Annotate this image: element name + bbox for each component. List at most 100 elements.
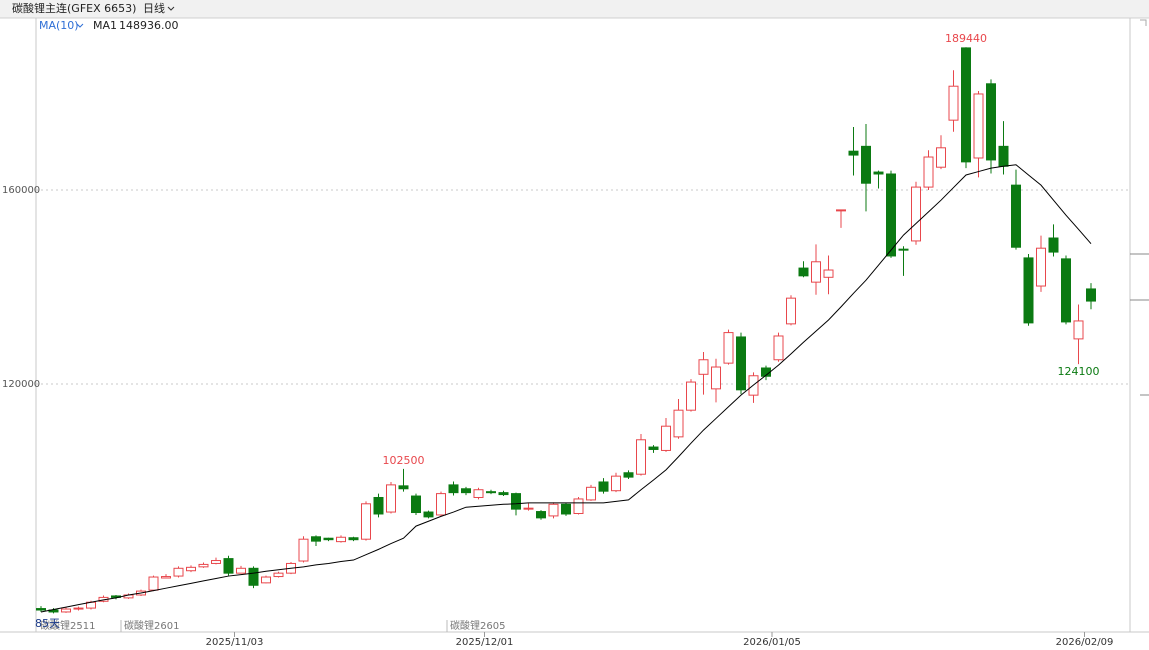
candle-body (786, 297, 796, 325)
candle-body (898, 248, 909, 251)
candle-body (773, 335, 784, 361)
period-chevron[interactable] (167, 6, 175, 11)
candle-body (386, 484, 396, 513)
candle-body (273, 572, 284, 578)
candle-body (36, 608, 46, 611)
candle-body (598, 481, 609, 492)
y-tick-label: 160000 (2, 185, 40, 196)
candle-body (911, 186, 921, 242)
contract-label: 碳酸锂2605 (450, 619, 505, 632)
high-annotation: 189440 (945, 32, 987, 45)
candle-body (848, 150, 859, 156)
candle-body (661, 425, 671, 451)
candle-body (436, 493, 446, 516)
candle-body (698, 359, 709, 375)
candle-body (648, 446, 659, 450)
candle-body (448, 484, 459, 494)
candle-body (673, 409, 684, 438)
candle-body (1073, 320, 1084, 340)
instrument-title: 碳酸锂主连(GFEX 6653) (12, 1, 136, 15)
candle-body (986, 83, 996, 161)
candle-body (1036, 247, 1046, 287)
candle-body (1011, 184, 1021, 248)
corner-icon[interactable] (1140, 19, 1147, 26)
candle-body (836, 209, 846, 212)
candle-body (261, 576, 271, 584)
candle-body (573, 498, 584, 514)
candle-body (498, 492, 509, 496)
candle-body (586, 486, 596, 501)
candle-body (248, 567, 259, 586)
candle-body (236, 567, 246, 574)
period-selector[interactable]: 日线 (143, 1, 165, 15)
y-tick-label: 120000 (2, 379, 40, 390)
x-tick-label: 2025/12/01 (456, 637, 514, 648)
candle-body (73, 607, 84, 610)
candle-body (873, 171, 884, 175)
candle-body (561, 503, 571, 515)
candle-body (736, 336, 746, 391)
candle-body (1023, 257, 1034, 324)
candle-body (886, 173, 896, 257)
candle-body (461, 488, 471, 494)
candle-body (373, 496, 384, 515)
candle-body (548, 503, 559, 517)
candle-body (161, 576, 171, 579)
x-tick-label: 2026/02/09 (1056, 637, 1114, 648)
candle-body (623, 472, 634, 478)
candle-body (511, 493, 521, 510)
candle-body (686, 381, 696, 411)
candle-body (298, 538, 309, 562)
candle-body (811, 261, 821, 283)
ma-value: 148936.00 (119, 19, 179, 32)
candle-body (636, 439, 646, 475)
candle-body (61, 608, 71, 613)
candle-body (348, 537, 359, 541)
candle-body (211, 560, 221, 564)
candle-body (361, 503, 371, 540)
candle-body (173, 567, 184, 577)
candle-body (323, 537, 334, 541)
low-annotation: 124100 (1058, 365, 1100, 378)
header-bar (0, 0, 1149, 18)
candle-body (186, 566, 196, 572)
high-annotation: 102500 (383, 454, 425, 467)
candle-body (536, 511, 546, 519)
contract-label: 碳酸锂2511 (40, 619, 95, 632)
candle-body (473, 489, 484, 498)
candle-body (923, 156, 934, 188)
candle-body (861, 145, 871, 184)
candle-body (1086, 288, 1096, 302)
candle-body (336, 536, 346, 543)
candle-body (973, 93, 984, 159)
contract-label: 碳酸锂2601 (124, 619, 179, 632)
candle-body (998, 145, 1009, 167)
x-tick-label: 2026/01/05 (743, 637, 801, 648)
indicator-selector[interactable]: MA(10) (39, 19, 79, 32)
candle-body (711, 366, 721, 390)
candle-body (798, 267, 809, 277)
candle-body (198, 563, 209, 568)
candle-body (823, 269, 834, 278)
ma-line (40, 164, 1092, 613)
candle-body (148, 576, 159, 591)
indicator-chevron[interactable] (76, 23, 84, 28)
candle-body (223, 558, 234, 574)
candle-body (936, 147, 946, 168)
candle-body (1048, 237, 1059, 253)
ma-name: MA1 (93, 19, 117, 32)
candle-body (398, 485, 409, 490)
candle-body (1061, 258, 1071, 323)
candle-body (723, 332, 734, 364)
candle-body (611, 475, 621, 492)
candle-body (423, 511, 434, 518)
candle-body (411, 495, 421, 514)
candle-body (486, 491, 496, 494)
candle-body (961, 47, 971, 163)
days-label: 85天 (35, 617, 60, 630)
candle-body (948, 85, 959, 121)
candle-body (311, 536, 321, 542)
candle-body (523, 507, 534, 510)
